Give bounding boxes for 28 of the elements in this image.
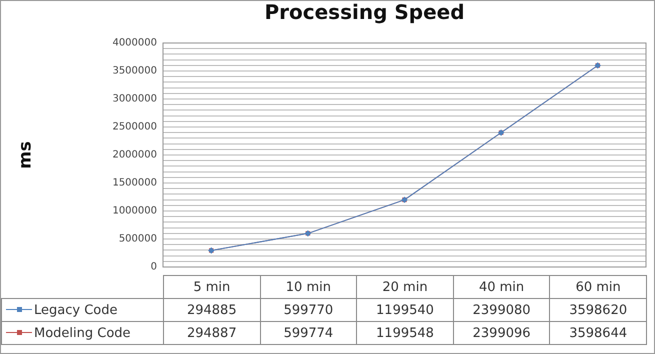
- x-tick-label: 20 min: [356, 276, 454, 298]
- y-tick-label: 2000000: [112, 150, 157, 161]
- y-axis-title: ms: [15, 141, 36, 169]
- legend-label: Legacy Code: [2, 298, 164, 322]
- data-label: 2399096: [453, 322, 550, 344]
- x-tick-label: 40 min: [453, 276, 550, 298]
- y-tick-label: 1000000: [112, 206, 157, 217]
- y-tick-label: 0: [150, 262, 157, 273]
- data-label: 2399080: [453, 298, 550, 322]
- legend-label: Modeling Code: [2, 322, 164, 344]
- y-tick-label: 1500000: [112, 178, 157, 189]
- data-label: 3598620: [550, 298, 646, 322]
- data-label: 1199540: [356, 298, 454, 322]
- data-label: 294885: [164, 298, 260, 322]
- data-label: 599774: [260, 322, 357, 344]
- data-label: 599770: [260, 298, 357, 322]
- x-tick-label: 5 min: [164, 276, 260, 298]
- y-tick-label: 3500000: [112, 66, 157, 77]
- y-tick-label: 4000000: [112, 38, 157, 49]
- chart-title: Processing Speed: [264, 0, 465, 24]
- x-tick-label: 60 min: [550, 276, 646, 298]
- y-tick-label: 500000: [118, 234, 157, 245]
- y-tick-label: 2500000: [112, 122, 157, 133]
- data-label: 1199548: [356, 322, 454, 344]
- y-tick-label: 3000000: [112, 94, 157, 105]
- x-tick-label: 10 min: [260, 276, 357, 298]
- data-label: 3598644: [550, 322, 646, 344]
- data-label: 294887: [164, 322, 260, 344]
